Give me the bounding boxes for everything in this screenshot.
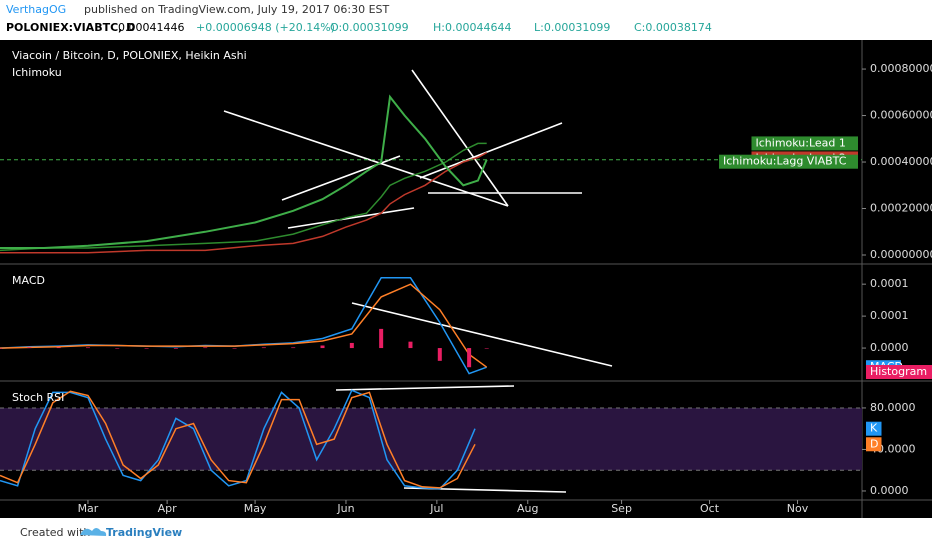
close: C:0.00038174 [634,21,712,34]
footer-created: Created with [20,526,90,539]
pane-title: Stoch RSI [12,391,64,404]
annotation: Ichimoku:Lagg VIABTC [723,155,847,168]
y-tick-label: 0.00000000 [870,248,932,261]
x-tick-label: Nov [787,502,809,515]
y-tick-label: 0.0001 [870,277,909,290]
low: L:0.00031099 [534,21,610,34]
series-tag [866,421,882,436]
histogram-bar [203,347,208,349]
x-tick-label: Oct [700,502,720,515]
open: O:0.00031099 [330,21,409,34]
pane-subtitle: Ichimoku [12,66,62,79]
x-tick-label: Aug [517,502,538,515]
histogram-bar [437,348,442,361]
logo [80,528,107,536]
histogram-bar [484,348,489,349]
y-tick-label: 0.0000 [870,484,909,497]
histogram-bar [232,348,237,349]
y-tick-label: 0.00040000 [870,155,932,168]
x-tick-label: Jun [336,502,354,515]
pane-title: MACD [12,274,45,287]
author[interactable]: VerthagOG [6,3,66,16]
stoch-band [0,407,862,471]
series-line [0,283,488,368]
footer-brand[interactable]: TradingView [106,526,182,539]
histogram-bar [144,348,149,349]
series-tag-label: Histogram [870,365,927,378]
histogram-bar [320,345,325,349]
annotation-tag [719,154,858,169]
series-tag [866,365,932,379]
histogram-bar [291,347,296,349]
y-tick-label: 0.0000 [870,341,909,354]
x-tick-label: Sep [611,502,632,515]
series-tag [866,437,882,452]
y-tick-label: 80.0000 [870,401,916,414]
y-tick-label: 0.00020000 [870,202,932,215]
histogram-bar [0,348,2,349]
series-line [0,94,488,249]
series-tag-label: D [870,437,878,450]
y-tick-label: 0.0001 [870,309,909,322]
series-tag [751,136,858,151]
histogram-bar [56,347,61,349]
histogram-bar [349,342,354,349]
change: +0.00006948 (+20.14%) [196,21,335,34]
histogram-bar [85,347,90,349]
series-line [0,389,476,490]
x-tick-label: May [244,502,267,515]
series-tag-label: K [870,422,878,435]
y-tick-label: 0.00080000 [870,62,932,75]
y-tick-label: 0.00060000 [870,109,932,122]
histogram-bar [467,348,472,368]
published: published on TradingView.com, July 19, 2… [84,3,390,16]
high: H:0.00044644 [433,21,511,34]
pane-title: Viacoin / Bitcoin, D, POLONIEX, Heikin A… [12,49,247,62]
histogram-bar [27,347,32,349]
x-tick-label: Jul [429,502,443,515]
x-tick-label: Apr [158,502,178,515]
x-tick-label: Mar [78,502,99,515]
histogram-bar [379,328,384,349]
symbol: POLONIEX:VIABTC, D [6,21,135,34]
histogram-bar [261,347,266,349]
pane [0,389,862,490]
histogram-bar [115,348,120,349]
pane [0,277,489,375]
series-line [0,390,476,489]
last-price: 0.00041446 [118,21,184,34]
histogram-bar [173,348,178,349]
histogram-bar [408,341,413,349]
series-tag-label: Ichimoku:Lead 1 [756,136,846,149]
